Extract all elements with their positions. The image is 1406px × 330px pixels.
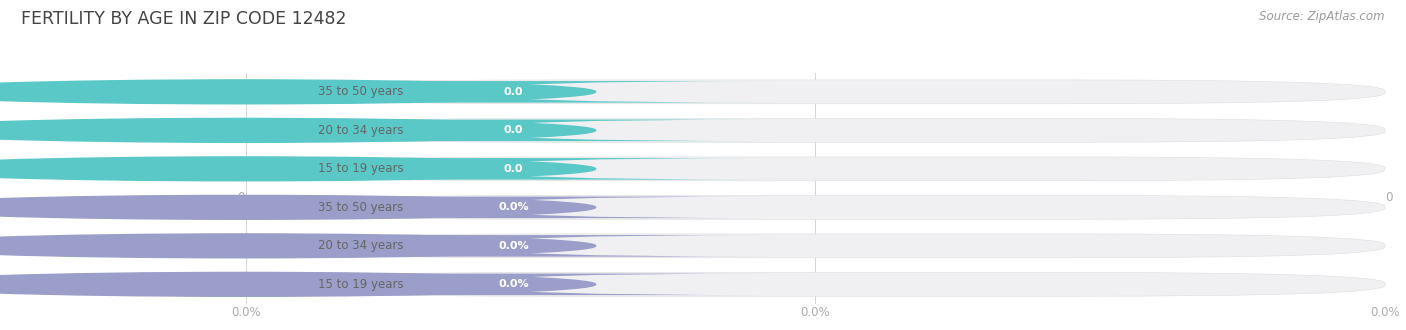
Text: 15 to 19 years: 15 to 19 years	[318, 278, 404, 291]
FancyBboxPatch shape	[246, 80, 1385, 104]
Circle shape	[0, 273, 596, 296]
Text: 0.0: 0.0	[503, 87, 523, 97]
Circle shape	[0, 118, 596, 142]
FancyBboxPatch shape	[256, 274, 770, 295]
Text: 0.0: 0.0	[503, 164, 523, 174]
Text: 0.0%: 0.0%	[498, 280, 529, 289]
FancyBboxPatch shape	[246, 234, 1385, 258]
Circle shape	[0, 195, 596, 219]
FancyBboxPatch shape	[256, 119, 770, 141]
FancyBboxPatch shape	[195, 274, 536, 295]
Circle shape	[0, 80, 596, 104]
Text: FERTILITY BY AGE IN ZIP CODE 12482: FERTILITY BY AGE IN ZIP CODE 12482	[21, 10, 347, 28]
FancyBboxPatch shape	[256, 235, 770, 257]
FancyBboxPatch shape	[256, 197, 770, 218]
Text: 35 to 50 years: 35 to 50 years	[318, 85, 404, 98]
FancyBboxPatch shape	[195, 197, 536, 218]
FancyBboxPatch shape	[246, 157, 1385, 181]
Text: 15 to 19 years: 15 to 19 years	[318, 162, 404, 175]
Text: Source: ZipAtlas.com: Source: ZipAtlas.com	[1260, 10, 1385, 23]
FancyBboxPatch shape	[195, 81, 536, 103]
FancyBboxPatch shape	[246, 273, 1385, 296]
FancyBboxPatch shape	[195, 158, 536, 180]
FancyBboxPatch shape	[246, 118, 1385, 142]
FancyBboxPatch shape	[246, 195, 1385, 219]
Text: 0.0%: 0.0%	[498, 202, 529, 212]
FancyBboxPatch shape	[256, 81, 770, 103]
Text: 0.0%: 0.0%	[498, 241, 529, 251]
FancyBboxPatch shape	[195, 119, 536, 141]
FancyBboxPatch shape	[195, 235, 536, 257]
Text: 20 to 34 years: 20 to 34 years	[318, 124, 404, 137]
Text: 35 to 50 years: 35 to 50 years	[318, 201, 404, 214]
Circle shape	[0, 234, 596, 258]
Text: 0.0: 0.0	[503, 125, 523, 135]
FancyBboxPatch shape	[256, 158, 770, 180]
Circle shape	[0, 157, 596, 181]
Text: 20 to 34 years: 20 to 34 years	[318, 239, 404, 252]
